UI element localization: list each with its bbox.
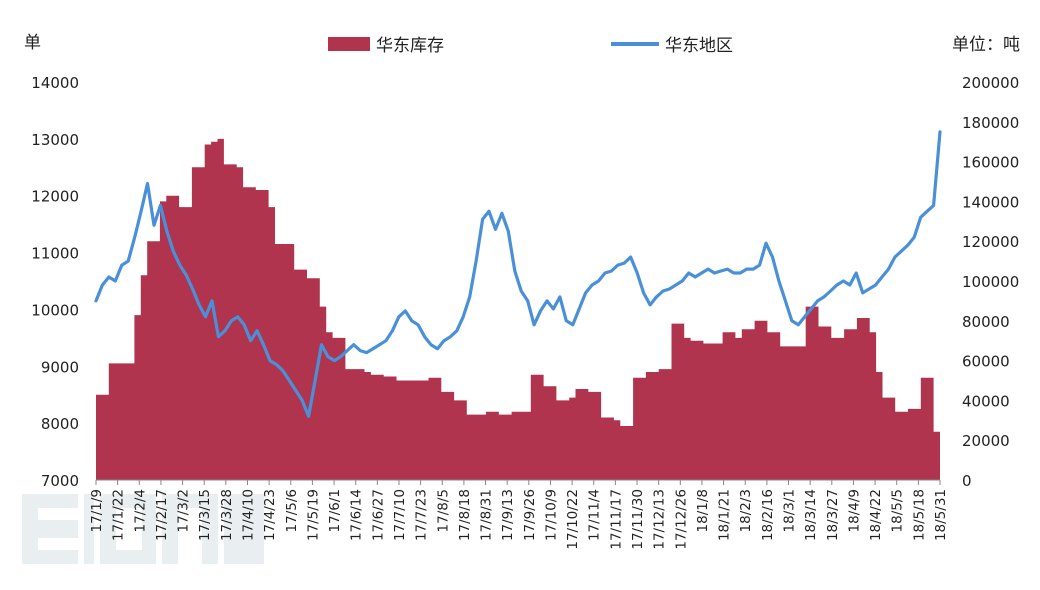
- x-tick-label: 17/5/19: [305, 489, 321, 541]
- x-tick-label: 17/5/6: [284, 489, 300, 532]
- x-tick-label: 17/2/4: [132, 489, 148, 532]
- x-tick-label: 18/1/21: [717, 489, 733, 541]
- x-tick-label: 17/6/27: [370, 489, 386, 541]
- x-tick-label: 18/5/31: [933, 489, 949, 541]
- legend-item-inventory[interactable]: 华东库存: [328, 36, 444, 56]
- right-tick-label: 20000: [962, 432, 1010, 450]
- legend-swatch-inventory: [328, 37, 370, 51]
- x-tick-label: 17/12/13: [652, 489, 668, 550]
- x-tick-label: 17/10/9: [543, 489, 559, 541]
- x-tick-label: 17/4/23: [262, 489, 278, 541]
- right-tick-label: 120000: [962, 233, 1019, 251]
- right-tick-label: 200000: [962, 74, 1019, 92]
- x-tick-label: 18/5/18: [911, 489, 927, 541]
- right-tick-label: 100000: [962, 273, 1019, 291]
- left-tick-label: 10000: [31, 301, 79, 319]
- left-unit-label: 单: [24, 33, 41, 53]
- right-tick-label: 40000: [962, 392, 1010, 410]
- x-tick-label: 17/11/30: [630, 489, 646, 550]
- x-tick-label: 17/12/26: [673, 489, 689, 550]
- x-tick-label: 18/2/3: [738, 489, 754, 532]
- right-tick-label: 180000: [962, 114, 1019, 132]
- x-tick-label: 17/3/2: [176, 489, 192, 532]
- legend: 华东库存 华东地区: [328, 36, 733, 56]
- x-tick-label: 17/3/28: [219, 489, 235, 541]
- left-tick-label: 11000: [31, 245, 79, 263]
- x-tick-label: 17/9/13: [500, 489, 516, 541]
- inventory-area: [96, 138, 940, 480]
- left-tick-label: 14000: [31, 74, 79, 92]
- legend-label-east-china: 华东地区: [665, 36, 733, 56]
- x-axis: 17/1/9 17/1/22 17/2/4 17/2/17 17/3/2 17/3/15 1…: [89, 480, 949, 550]
- x-tick-label: 18/1/8: [695, 489, 711, 532]
- x-tick-label: 17/9/26: [522, 489, 538, 541]
- x-tick-label: 18/5/5: [890, 489, 906, 532]
- x-tick-label: 17/7/10: [392, 489, 408, 541]
- right-unit-label: 单位：吨: [952, 35, 1020, 55]
- left-tick-label: 8000: [41, 415, 79, 433]
- x-tick-label: 18/4/9: [846, 489, 862, 532]
- plot-area: [94, 130, 942, 481]
- right-tick-label: 80000: [962, 313, 1010, 331]
- x-tick-label: 17/11/17: [608, 489, 624, 550]
- x-tick-label: 17/1/9: [89, 489, 105, 532]
- x-tick-label: 17/8/31: [479, 489, 495, 541]
- right-tick-label: 60000: [962, 353, 1010, 371]
- left-tick-label: 7000: [41, 472, 79, 490]
- right-tick-label: 0: [962, 472, 972, 490]
- right-tick-label: 160000: [962, 154, 1019, 172]
- right-tick-label: 140000: [962, 193, 1019, 211]
- x-tick-label: 17/4/10: [240, 489, 256, 541]
- left-tick-label: 12000: [31, 188, 79, 206]
- x-tick-label: 17/6/1: [327, 489, 343, 532]
- x-tick-label: 17/2/17: [154, 489, 170, 541]
- x-tick-label: 18/2/16: [760, 489, 776, 541]
- x-tick-label: 18/3/14: [803, 489, 819, 541]
- legend-item-east-china[interactable]: 华东地区: [611, 36, 733, 56]
- x-tick-label: 18/4/22: [868, 489, 884, 541]
- x-tick-label: 18/3/1: [782, 489, 798, 532]
- x-tick-label: 17/10/22: [565, 489, 581, 550]
- x-tick-label: 17/6/14: [349, 489, 365, 541]
- x-tick-label: 17/7/23: [414, 489, 430, 541]
- right-axis: 0 20000 40000 60000 80000 100000 120000 140000 1…: [962, 74, 1019, 490]
- east-china-line: [94, 130, 942, 418]
- legend-label-inventory: 华东库存: [376, 36, 444, 56]
- x-tick-label: 17/3/15: [197, 489, 213, 541]
- x-tick-label: 17/8/5: [435, 489, 451, 532]
- x-tick-label: 17/1/22: [111, 489, 127, 541]
- left-axis: 7000 8000 9000 10000 11000 12000 13000 14000: [31, 74, 79, 490]
- watermark-logo: [22, 494, 264, 564]
- x-tick-label: 17/8/18: [457, 489, 473, 541]
- left-tick-label: 13000: [31, 131, 79, 149]
- x-tick-label: 18/3/27: [825, 489, 841, 541]
- left-tick-label: 9000: [41, 358, 79, 376]
- x-tick-label: 17/11/4: [587, 489, 603, 541]
